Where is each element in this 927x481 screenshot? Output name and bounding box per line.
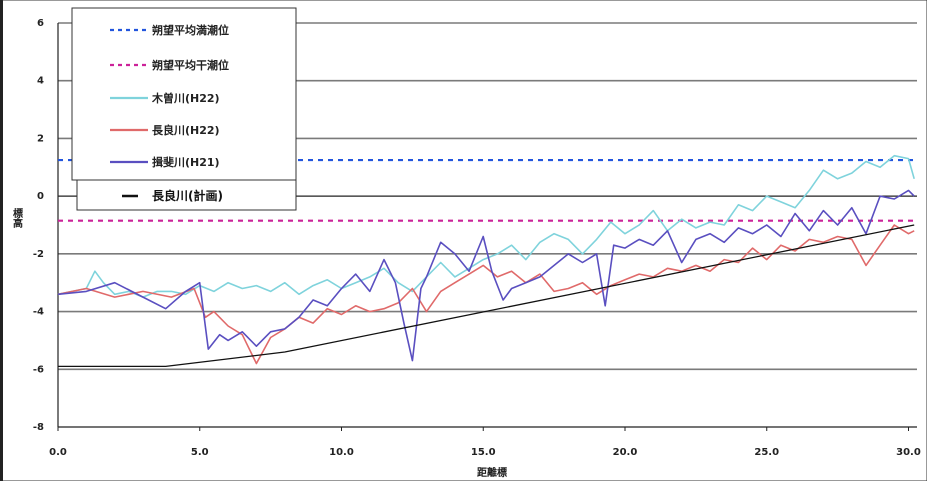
y-tick-6: -6: [33, 364, 44, 375]
series-line-0: [57, 154, 915, 298]
x-tick-2: 10.0: [329, 447, 354, 458]
series-line-2: [57, 189, 915, 362]
y-tick-1: 4: [37, 76, 44, 87]
series-lines: [57, 154, 915, 368]
x-tick-3: 15.0: [471, 447, 496, 458]
legend-label-plan: 長良川(計画): [152, 188, 223, 203]
x-axis-label: 距離標: [477, 466, 507, 479]
legend-label-3: 長良川(H22): [152, 123, 220, 137]
x-tick-1: 5.0: [191, 447, 209, 458]
y-axis-label: 標高: [11, 207, 23, 229]
legend-label-0: 朔望平均満潮位: [152, 23, 229, 37]
x-tick-0: 0.0: [49, 447, 67, 458]
y-tick-0: 6: [37, 18, 44, 29]
left-edge-bar: [0, 0, 3, 481]
legend-label-4: 揖斐川(H21): [152, 155, 220, 169]
y-tick-labels: 6 4 2 0 -2 -4 -6 -8: [33, 18, 44, 433]
x-tick-4: 20.0: [613, 447, 638, 458]
legend-label-1: 朔望平均干潮位: [152, 58, 229, 72]
series-line-1: [57, 224, 915, 365]
x-tick-5: 25.0: [754, 447, 779, 458]
series-line-3: [58, 224, 915, 368]
y-tick-3: 0: [37, 191, 44, 202]
legend-label-2: 木曽川(H22): [151, 91, 220, 105]
legend-box: [71, 7, 297, 181]
y-tick-4: -2: [33, 249, 44, 260]
x-tick-6: 30.0: [896, 447, 921, 458]
legend-box-plan: [76, 179, 297, 211]
y-tick-5: -4: [33, 307, 44, 318]
y-tick-2: 2: [37, 133, 44, 144]
x-tick-labels: 0.0 5.0 10.0 15.0 20.0 25.0 30.0: [49, 427, 921, 458]
y-tick-7: -8: [33, 422, 44, 433]
